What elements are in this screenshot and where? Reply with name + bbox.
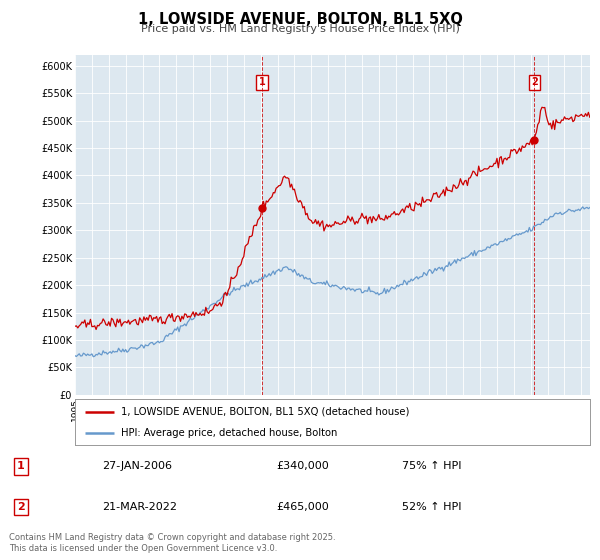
Text: £340,000: £340,000 [276, 461, 329, 472]
Text: 1, LOWSIDE AVENUE, BOLTON, BL1 5XQ: 1, LOWSIDE AVENUE, BOLTON, BL1 5XQ [137, 12, 463, 27]
Text: 52% ↑ HPI: 52% ↑ HPI [402, 502, 461, 512]
Text: 2: 2 [17, 502, 25, 512]
Text: 75% ↑ HPI: 75% ↑ HPI [402, 461, 461, 472]
Text: 1: 1 [17, 461, 25, 472]
Text: 21-MAR-2022: 21-MAR-2022 [102, 502, 177, 512]
Text: 1: 1 [259, 77, 265, 87]
Text: Contains HM Land Registry data © Crown copyright and database right 2025.
This d: Contains HM Land Registry data © Crown c… [9, 533, 335, 553]
Text: 27-JAN-2006: 27-JAN-2006 [102, 461, 172, 472]
Text: Price paid vs. HM Land Registry's House Price Index (HPI): Price paid vs. HM Land Registry's House … [140, 24, 460, 34]
Text: HPI: Average price, detached house, Bolton: HPI: Average price, detached house, Bolt… [121, 428, 338, 438]
Text: £465,000: £465,000 [276, 502, 329, 512]
Text: 2: 2 [531, 77, 538, 87]
Text: 1, LOWSIDE AVENUE, BOLTON, BL1 5XQ (detached house): 1, LOWSIDE AVENUE, BOLTON, BL1 5XQ (deta… [121, 407, 410, 417]
